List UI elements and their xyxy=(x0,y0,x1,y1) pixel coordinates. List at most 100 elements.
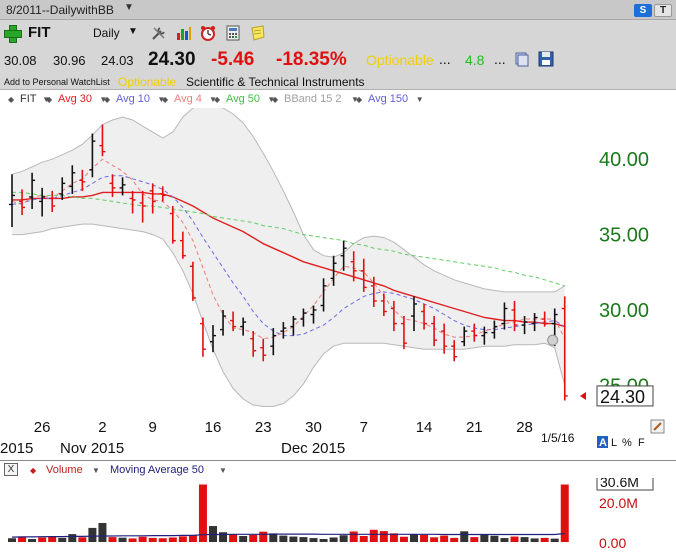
ohlc-bar xyxy=(109,174,116,197)
volume-bar xyxy=(58,537,67,542)
ohlc-bar xyxy=(280,322,287,339)
high-price: 30.96 xyxy=(53,53,86,68)
volume-bar xyxy=(188,535,197,542)
period-select[interactable]: Daily xyxy=(93,26,120,40)
volume-bar xyxy=(299,537,308,542)
volume-bar xyxy=(88,527,97,542)
legend-dropdown-icon[interactable]: ▼ xyxy=(209,95,217,104)
legend-item[interactable]: FIT xyxy=(20,93,37,105)
bar-chart-icon[interactable] xyxy=(176,25,192,41)
ohlc-bar xyxy=(501,302,508,330)
axis-fixed-label[interactable]: F xyxy=(638,437,645,449)
volume-bar xyxy=(550,538,559,542)
s-button[interactable]: S xyxy=(634,4,652,17)
ohlc-bar xyxy=(300,308,307,327)
ohlc-bar xyxy=(441,323,448,354)
ma-dropdown-icon[interactable]: ▼ xyxy=(219,466,227,475)
legend-dropdown-icon[interactable]: ▼ xyxy=(157,95,166,104)
volume-bar xyxy=(450,537,459,542)
volume-bar xyxy=(369,529,378,542)
legend-dropdown-icon[interactable]: ▼ xyxy=(99,95,108,104)
volume-bar xyxy=(219,532,228,542)
volume-bar xyxy=(430,537,439,542)
volume-label[interactable]: Volume xyxy=(46,464,83,476)
x-tick-label: 9 xyxy=(149,419,157,436)
window-title[interactable]: 8/2011--DailywithBB xyxy=(6,3,114,17)
optionable-label[interactable]: Optionable xyxy=(366,52,434,68)
ohlc-bar xyxy=(119,177,126,196)
tools-icon[interactable] xyxy=(151,25,167,41)
more-dots-2[interactable]: ... xyxy=(494,51,506,67)
series-avg-30 xyxy=(12,191,565,328)
volume-caret-icon[interactable]: ◆ xyxy=(30,466,37,475)
volume-bar xyxy=(560,484,569,542)
volume-bar xyxy=(178,536,187,542)
volume-bar xyxy=(18,537,27,542)
info-optionable[interactable]: Optionable xyxy=(118,75,177,89)
add-to-watchlist-link[interactable]: Add to Personal WatchList xyxy=(4,77,110,87)
note-icon[interactable] xyxy=(250,25,266,41)
legend-dropdown-icon[interactable]: ▼ xyxy=(42,95,51,104)
t-button[interactable]: T xyxy=(654,4,672,17)
volume-bar xyxy=(309,538,318,542)
ohlc-bar xyxy=(491,320,498,339)
volume-bar xyxy=(359,535,368,542)
ohlc-bar xyxy=(471,323,478,342)
volume-bar xyxy=(520,537,529,542)
volume-bar xyxy=(78,537,87,542)
legend-item[interactable]: Avg 30 xyxy=(58,93,93,105)
layers-icon[interactable] xyxy=(514,51,530,67)
volume-chart[interactable]: 30.6M 20.0M 0.00 xyxy=(0,478,676,556)
volume-bar xyxy=(530,538,539,542)
legend-dropdown-icon[interactable]: ▼ xyxy=(351,95,359,104)
ohlc-bar xyxy=(390,300,397,332)
x-tick-label: 14 xyxy=(416,419,433,436)
alarm-clock-icon[interactable] xyxy=(200,25,216,41)
bollinger-lower-line xyxy=(12,223,566,407)
ohlc-bar xyxy=(421,303,428,330)
axis-log-label[interactable]: L xyxy=(611,437,617,449)
volume-bar xyxy=(158,538,167,542)
ohlc-bar xyxy=(411,296,417,332)
period-dropdown-icon[interactable]: ▼ xyxy=(128,26,138,37)
volume-bar xyxy=(98,523,107,542)
legend-item[interactable]: Avg 150 xyxy=(368,93,409,105)
moving-average-label[interactable]: Moving Average 50 xyxy=(110,464,204,476)
volume-bar xyxy=(229,534,238,542)
ohlc-bar xyxy=(230,311,237,332)
save-icon[interactable] xyxy=(538,51,554,67)
x-tick-label: 23 xyxy=(255,419,272,436)
axis-auto-button[interactable] xyxy=(597,436,608,448)
ohlc-bar xyxy=(360,258,367,292)
bollinger-upper-line xyxy=(11,108,566,293)
x-tick-label: 26 xyxy=(34,419,51,436)
x-tick-label: 21 xyxy=(466,419,483,436)
symbol-input[interactable]: FIT xyxy=(28,24,51,41)
price-chart[interactable]: 40.0035.0030.0025.0024.30262916233071421… xyxy=(0,108,676,460)
volume-bar xyxy=(339,535,348,542)
legend-dropdown-icon[interactable]: ▼ xyxy=(267,95,276,104)
study-legend: ◆ FIT ▼ ◆ Avg 30 ▼ ◆ Avg 10 ▼ ◆ Avg 4 ▼ ◆ Avg 50 ▼ ◆ BBa… xyxy=(0,92,676,108)
legend-item[interactable]: Avg 4 xyxy=(174,93,202,105)
volume-bar xyxy=(108,537,117,542)
ohlc-bar xyxy=(69,165,76,194)
last-price: 24.30 xyxy=(148,49,196,70)
axis-percent-label[interactable]: % xyxy=(622,437,632,449)
axis-auto-label[interactable]: A xyxy=(599,437,607,449)
legend-item[interactable]: BBand 15 2 xyxy=(284,93,342,105)
volume-dropdown-icon[interactable]: ▼ xyxy=(92,466,100,475)
more-dots[interactable]: ... xyxy=(439,51,451,67)
legend-marker-icon: ◆ xyxy=(104,95,111,104)
legend-item[interactable]: Avg 50 xyxy=(226,93,261,105)
legend-item[interactable]: Avg 10 xyxy=(116,93,151,105)
last-price-box xyxy=(596,385,654,407)
ohlc-bar xyxy=(9,174,15,228)
add-symbol-icon[interactable] xyxy=(4,25,22,43)
title-dropdown-icon[interactable]: ▼ xyxy=(124,2,134,13)
ohlc-bar xyxy=(451,340,458,362)
ohlc-bar xyxy=(49,190,56,212)
calculator-icon[interactable] xyxy=(225,25,241,41)
bollinger-band-fill xyxy=(12,108,565,407)
close-volume-panel-button[interactable]: X xyxy=(4,463,18,476)
legend-dropdown-icon[interactable]: ▼ xyxy=(415,95,424,104)
